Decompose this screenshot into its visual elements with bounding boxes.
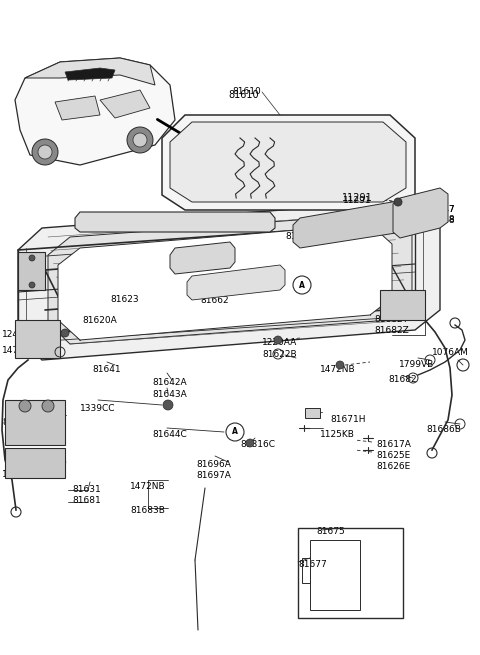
Circle shape [127,127,153,153]
Polygon shape [100,90,150,118]
Text: 81621B: 81621B [285,232,320,241]
Text: 81648: 81648 [426,215,455,224]
Polygon shape [162,115,415,210]
Text: 81682: 81682 [388,375,417,384]
Text: 81675: 81675 [316,527,345,536]
Text: 81661: 81661 [200,285,229,294]
Text: 1076AM: 1076AM [432,348,469,357]
Polygon shape [293,198,422,248]
Bar [310,540,360,610]
Text: 1799VB: 1799VB [399,360,434,369]
Text: 81620A: 81620A [82,316,117,325]
Text: 81681: 81681 [72,496,101,505]
Circle shape [246,439,254,447]
Text: 81671H: 81671H [330,415,365,424]
Text: 81662: 81662 [200,296,228,305]
Bar [298,528,403,618]
Text: A: A [232,428,238,436]
Text: 1472NB: 1472NB [320,365,356,374]
Text: 81641: 81641 [92,365,120,374]
Text: 11291: 11291 [342,193,373,203]
Polygon shape [18,252,45,290]
Circle shape [274,336,282,344]
Text: 81622B: 81622B [262,350,297,359]
Text: 81648: 81648 [426,216,455,225]
Text: 81656C: 81656C [183,263,218,272]
Circle shape [32,139,58,165]
Text: 81816C: 81816C [240,440,275,449]
Polygon shape [393,188,448,238]
Circle shape [38,145,52,159]
Text: 81683B: 81683B [130,506,165,515]
Text: 81682Y: 81682Y [374,315,408,324]
Polygon shape [170,122,406,202]
Circle shape [394,198,402,206]
Text: 81666: 81666 [78,218,107,227]
Polygon shape [15,58,175,165]
Text: 1220AA: 1220AA [262,338,297,347]
Text: 1125KB: 1125KB [320,430,355,439]
Text: 81686B: 81686B [426,425,461,434]
Polygon shape [48,213,412,344]
Circle shape [61,329,69,337]
Polygon shape [18,200,440,360]
Circle shape [29,282,35,288]
Text: 81635B: 81635B [2,418,37,427]
Polygon shape [55,96,100,120]
Text: 81625E: 81625E [376,451,410,460]
Text: 81647: 81647 [426,205,455,214]
Text: 81644C: 81644C [152,430,187,439]
Text: 81643A: 81643A [152,390,187,399]
Text: 81647: 81647 [426,205,455,214]
Polygon shape [305,408,320,418]
Circle shape [226,423,244,441]
Circle shape [133,133,147,147]
Polygon shape [380,290,425,320]
Text: 1339CC: 1339CC [80,404,116,413]
Polygon shape [75,212,275,232]
Text: 81696A: 81696A [196,460,231,469]
Circle shape [42,400,54,412]
Text: A: A [299,280,305,290]
Text: 81623: 81623 [110,295,139,304]
Text: 1243BA: 1243BA [2,330,37,339]
Text: 81610: 81610 [228,90,259,100]
Bar [302,558,310,583]
Text: 81642A: 81642A [152,378,187,387]
Polygon shape [25,58,155,85]
Polygon shape [65,68,115,80]
Text: 1220AB: 1220AB [2,470,37,479]
Polygon shape [5,448,65,478]
Text: 1472NB: 1472NB [130,482,166,491]
Polygon shape [170,242,235,274]
Polygon shape [15,320,60,358]
Polygon shape [58,224,392,340]
Text: 1472NB: 1472NB [2,346,37,355]
Text: 81626E: 81626E [376,462,410,471]
Text: 11291: 11291 [343,196,372,205]
Text: 81682Z: 81682Z [374,326,409,335]
Polygon shape [187,265,285,300]
Text: 81610: 81610 [232,87,261,96]
Circle shape [163,400,173,410]
Text: 81697A: 81697A [196,471,231,480]
Circle shape [19,400,31,412]
Text: 81631: 81631 [72,485,101,494]
Circle shape [29,255,35,261]
Text: 81677: 81677 [298,560,327,569]
Polygon shape [5,400,65,445]
Text: 81655B: 81655B [183,252,218,261]
Circle shape [336,361,344,369]
Text: 81617A: 81617A [376,440,411,449]
Circle shape [293,276,311,294]
